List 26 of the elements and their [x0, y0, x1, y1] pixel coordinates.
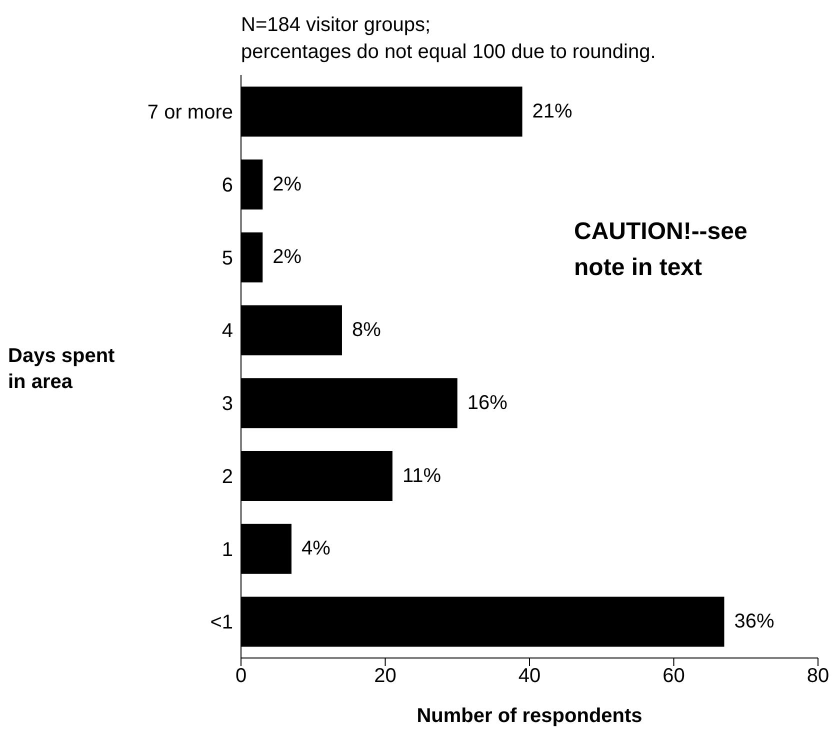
x-axis-title: Number of respondents [416, 705, 642, 727]
annotation: 2% [272, 173, 302, 196]
annotation: 21% [532, 100, 573, 122]
text: percentages do not equal 100 due to rounding. [241, 40, 656, 65]
y-tick-label: 1 [222, 538, 233, 561]
y-tick-label: 5 [222, 247, 233, 270]
y-tick-label: 3 [222, 393, 233, 416]
x-tick-label: 40 [518, 665, 541, 688]
x-tick-label: 20 [374, 665, 396, 688]
annotation: 16% [467, 392, 508, 414]
annotation: 2% [272, 246, 302, 268]
y-tick-label: 2 [222, 466, 233, 488]
annotation: 8% [352, 319, 382, 342]
text: N=184 visitor groups; [241, 13, 432, 38]
annotation: 36% [734, 610, 774, 633]
y-axis-title: Days spent in area [8, 344, 116, 395]
x-tick-label: 60 [662, 665, 685, 688]
annotation: 11% [402, 464, 442, 487]
y-tick-label: 7 or more [147, 102, 233, 124]
y-tick-label: 4 [222, 320, 233, 342]
annotation: 4% [301, 538, 331, 560]
y-tick-label: <1 [210, 612, 233, 634]
x-tick-label: 80 [806, 665, 830, 688]
x-tick-label: 0 [235, 665, 247, 688]
y-tick-label: 6 [222, 174, 233, 196]
annotation: CAUTION!--see note in text [574, 217, 748, 283]
